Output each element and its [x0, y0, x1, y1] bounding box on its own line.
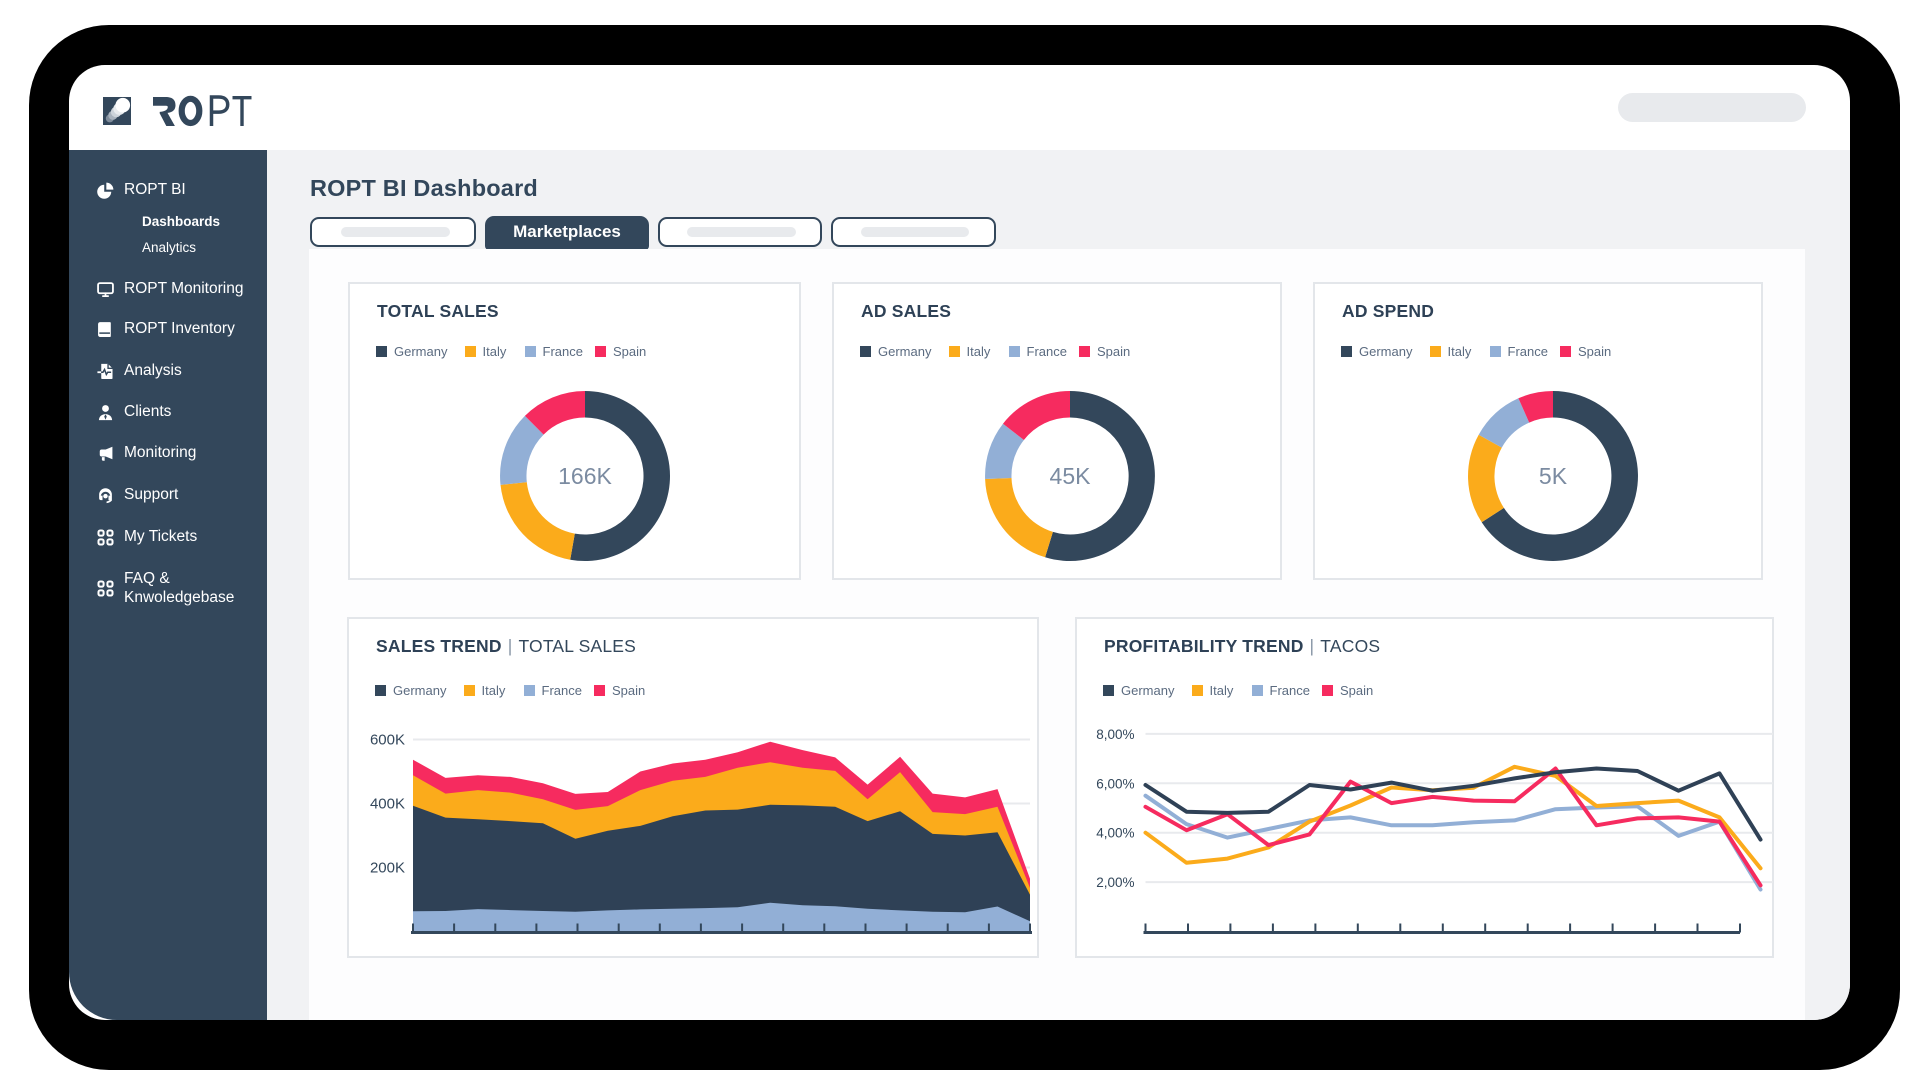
- svg-text:400K: 400K: [370, 796, 405, 813]
- svg-text:8,00%: 8,00%: [1096, 727, 1134, 742]
- svg-text:166K: 166K: [558, 463, 612, 489]
- svg-text:45K: 45K: [1050, 463, 1092, 489]
- svg-text:4,00%: 4,00%: [1096, 826, 1134, 841]
- svg-text:6,00%: 6,00%: [1096, 776, 1134, 791]
- svg-text:200K: 200K: [370, 860, 405, 877]
- svg-text:600K: 600K: [370, 732, 405, 749]
- svg-text:2,00%: 2,00%: [1096, 875, 1134, 890]
- svg-text:5K: 5K: [1539, 463, 1568, 489]
